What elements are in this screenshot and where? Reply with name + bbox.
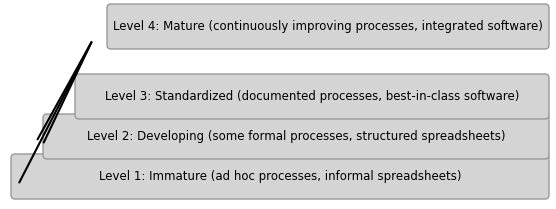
FancyBboxPatch shape — [11, 154, 549, 199]
Text: Level 1: Immature (ad hoc processes, informal spreadsheets): Level 1: Immature (ad hoc processes, inf… — [99, 170, 461, 183]
Text: Level 2: Developing (some formal processes, structured spreadsheets): Level 2: Developing (some formal process… — [87, 130, 505, 143]
FancyBboxPatch shape — [107, 4, 549, 49]
FancyBboxPatch shape — [43, 114, 549, 159]
Text: Level 4: Mature (continuously improving processes, integrated software): Level 4: Mature (continuously improving … — [113, 20, 543, 33]
FancyBboxPatch shape — [75, 74, 549, 119]
Text: Level 3: Standardized (documented processes, best-in-class software): Level 3: Standardized (documented proces… — [105, 90, 519, 103]
